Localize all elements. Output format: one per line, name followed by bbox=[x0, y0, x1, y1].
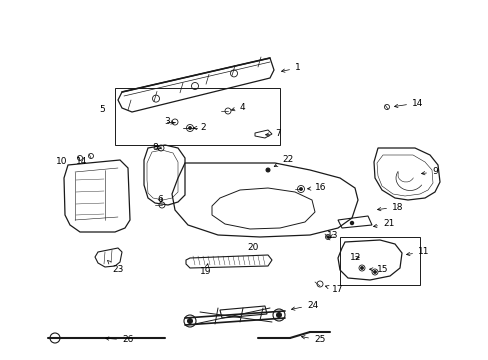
Text: 26: 26 bbox=[105, 336, 133, 345]
Circle shape bbox=[265, 168, 269, 172]
Text: 7: 7 bbox=[265, 130, 280, 139]
Text: 24: 24 bbox=[291, 301, 318, 310]
Text: 18: 18 bbox=[377, 202, 403, 211]
Text: 4: 4 bbox=[231, 103, 245, 112]
Text: 9: 9 bbox=[421, 167, 437, 176]
Text: 19: 19 bbox=[200, 264, 211, 276]
Text: 3: 3 bbox=[163, 117, 174, 126]
Text: 1: 1 bbox=[281, 63, 300, 72]
Circle shape bbox=[326, 236, 328, 238]
Text: 15: 15 bbox=[369, 266, 387, 274]
Text: 14: 14 bbox=[76, 158, 87, 166]
Text: 25: 25 bbox=[301, 336, 325, 345]
Circle shape bbox=[360, 267, 363, 269]
Text: 6: 6 bbox=[157, 194, 163, 203]
Circle shape bbox=[373, 271, 375, 273]
Text: 20: 20 bbox=[246, 243, 258, 252]
Text: 5: 5 bbox=[99, 105, 104, 114]
Text: 8: 8 bbox=[152, 144, 161, 153]
Text: 21: 21 bbox=[373, 220, 393, 229]
Text: 10: 10 bbox=[56, 158, 67, 166]
Text: 11: 11 bbox=[406, 248, 428, 256]
Text: 16: 16 bbox=[307, 184, 326, 193]
Text: 13: 13 bbox=[326, 231, 338, 240]
Circle shape bbox=[350, 221, 353, 225]
Text: 17: 17 bbox=[325, 285, 343, 294]
Circle shape bbox=[188, 127, 191, 129]
Text: 12: 12 bbox=[349, 253, 361, 262]
Text: 23: 23 bbox=[107, 261, 123, 274]
Circle shape bbox=[187, 319, 192, 324]
Text: 22: 22 bbox=[274, 156, 293, 167]
Circle shape bbox=[299, 188, 302, 190]
Circle shape bbox=[276, 312, 281, 318]
Text: 14: 14 bbox=[394, 99, 423, 108]
Text: 2: 2 bbox=[193, 123, 205, 132]
